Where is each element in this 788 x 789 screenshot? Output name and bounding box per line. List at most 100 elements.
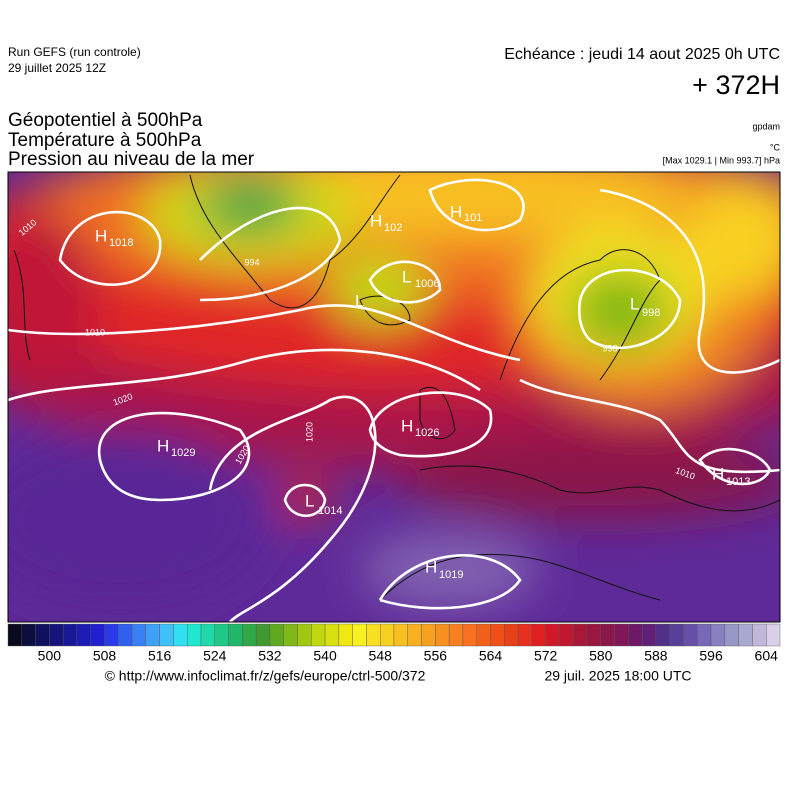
center-type: L bbox=[355, 291, 364, 310]
center-type: H bbox=[95, 226, 107, 245]
color-swatch bbox=[628, 623, 643, 647]
color-swatch bbox=[200, 623, 215, 647]
contour-label: 994 bbox=[244, 257, 259, 267]
color-swatch bbox=[380, 623, 395, 647]
color-swatch bbox=[76, 623, 91, 647]
color-swatch bbox=[517, 623, 533, 647]
color-swatch bbox=[407, 623, 422, 647]
colorbar-tick-label: 564 bbox=[479, 648, 503, 664]
colorbar-tick-label: 596 bbox=[699, 648, 723, 664]
color-swatch bbox=[655, 623, 670, 647]
run: Run GEFS (run controle) bbox=[8, 45, 141, 59]
colorbar-tick-label: 500 bbox=[38, 648, 62, 664]
colorbar-tick-label: 508 bbox=[93, 648, 117, 664]
color-swatch bbox=[242, 623, 257, 647]
center-value: 1018 bbox=[109, 237, 133, 249]
colorbar-tick-label: 556 bbox=[424, 648, 448, 664]
colorbar-tick-label: 572 bbox=[534, 648, 558, 664]
title: Température à 500hPa bbox=[8, 130, 202, 151]
center-type: H bbox=[157, 436, 169, 455]
color-swatch bbox=[531, 623, 546, 647]
center-type: H bbox=[401, 416, 413, 435]
color-swatch bbox=[214, 623, 229, 647]
center-value: 1013 bbox=[726, 476, 750, 488]
center-type: L bbox=[305, 491, 314, 510]
colorbar-tick-label: 604 bbox=[755, 648, 779, 664]
color-swatch bbox=[228, 623, 243, 647]
color-swatch bbox=[393, 623, 408, 647]
color-swatch bbox=[710, 623, 726, 647]
color-swatch bbox=[324, 623, 340, 647]
colorbar-tick-label: 548 bbox=[369, 648, 393, 664]
color-swatch bbox=[49, 623, 64, 647]
center-value: 1026 bbox=[415, 427, 439, 439]
contour-label: 1020 bbox=[304, 422, 314, 442]
color-swatch bbox=[490, 623, 505, 647]
color-swatch bbox=[462, 623, 477, 647]
color-swatch bbox=[297, 623, 312, 647]
center-type: H bbox=[425, 557, 437, 576]
color-swatch bbox=[421, 623, 436, 647]
valid-time: Echéance : jeudi 14 aout 2025 0h UTC bbox=[504, 46, 780, 63]
color-swatch bbox=[476, 623, 491, 647]
colorbar: 500 508 516 524 532 540 548 556 564 572 580 588 596 6… bbox=[7, 623, 781, 664]
color-swatch bbox=[435, 623, 450, 647]
color-swatch bbox=[35, 623, 50, 647]
color-swatch bbox=[62, 623, 78, 647]
unit: [Max 1029.1 | Min 993.7] hPa bbox=[663, 155, 780, 165]
color-swatch bbox=[104, 623, 119, 647]
color-swatch bbox=[311, 623, 326, 647]
source: © http://www.infoclimat.fr/z/gefs/europe… bbox=[105, 668, 426, 684]
center-value: 1006 bbox=[415, 278, 439, 290]
issued: 29 juil. 2025 18:00 UTC bbox=[544, 668, 691, 684]
color-swatch bbox=[187, 623, 202, 647]
center-type: H bbox=[370, 211, 382, 230]
center-value: 998 bbox=[642, 307, 660, 319]
colorbar-tick-label: 524 bbox=[203, 648, 227, 664]
color-swatch bbox=[283, 623, 298, 647]
title: Pression au niveau de la mer bbox=[8, 149, 255, 170]
color-swatch bbox=[173, 623, 188, 647]
color-swatch bbox=[269, 623, 284, 647]
color-swatch bbox=[255, 623, 271, 647]
unit: °C bbox=[770, 142, 781, 152]
colorbar-tick-label: 540 bbox=[313, 648, 337, 664]
unit: gpdam bbox=[752, 121, 780, 131]
color-swatch bbox=[614, 623, 629, 647]
center-type: L bbox=[402, 267, 411, 286]
colorbar-tick-label: 580 bbox=[589, 648, 613, 664]
color-swatch bbox=[90, 623, 105, 647]
center-value: 1029 bbox=[171, 447, 195, 459]
map bbox=[8, 172, 780, 622]
color-swatch bbox=[21, 623, 36, 647]
color-swatch bbox=[573, 623, 588, 647]
color-swatch bbox=[586, 623, 601, 647]
color-swatch bbox=[766, 623, 781, 647]
map-frame bbox=[7, 171, 781, 623]
color-swatch bbox=[669, 623, 684, 647]
color-swatch bbox=[697, 623, 712, 647]
color-swatch bbox=[738, 623, 753, 647]
color-swatch bbox=[338, 623, 353, 647]
color-swatch bbox=[131, 623, 147, 647]
contour-label: 998 bbox=[602, 343, 617, 353]
color-swatch bbox=[448, 623, 464, 647]
center-type: H bbox=[712, 464, 724, 483]
color-swatch bbox=[752, 623, 767, 647]
title: Géopotentiel à 500hPa bbox=[8, 110, 203, 131]
center-value: 1019 bbox=[439, 569, 463, 581]
center-value: 101 bbox=[464, 212, 482, 224]
colorbar-tick-label: 532 bbox=[258, 648, 282, 664]
color-swatch bbox=[641, 623, 657, 647]
color-swatch bbox=[724, 623, 739, 647]
colorbar-tick-label: 516 bbox=[148, 648, 172, 664]
contour-label: 1010 bbox=[85, 327, 105, 337]
color-swatch bbox=[504, 623, 519, 647]
color-swatch bbox=[545, 623, 560, 647]
run-date: 29 juillet 2025 12Z bbox=[8, 61, 106, 75]
center-type: L bbox=[630, 294, 639, 313]
color-swatch bbox=[683, 623, 698, 647]
color-swatch bbox=[145, 623, 160, 647]
center-type: H bbox=[450, 202, 462, 221]
